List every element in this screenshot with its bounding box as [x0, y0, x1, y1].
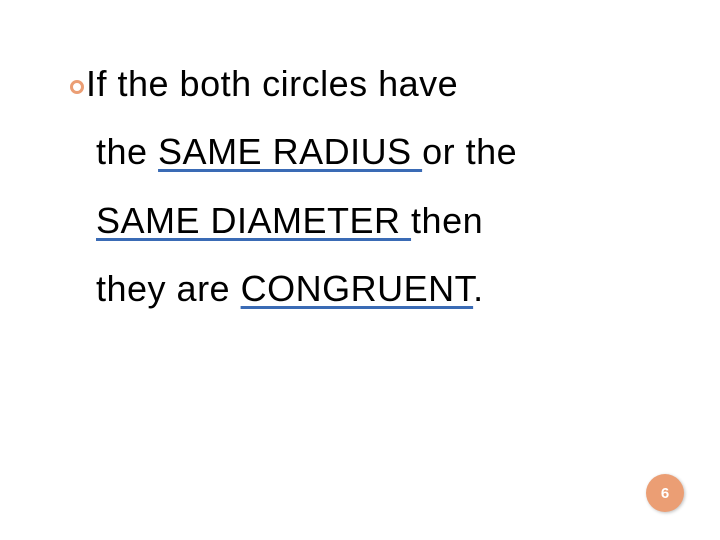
line-3-underlined: SAME DIAMETER	[96, 200, 411, 241]
line-3: SAME DIAMETER then	[96, 187, 660, 255]
line-3-post: then	[411, 200, 483, 241]
line-4-pre: they are	[96, 268, 241, 309]
bullet-icon	[70, 80, 84, 94]
body-text: If the both circles have the SAME RADIUS…	[70, 50, 660, 324]
line-1-text: If the both circles have	[86, 63, 458, 104]
line-2-post: or the	[422, 131, 517, 172]
page-number: 6	[661, 485, 669, 502]
line-2-underlined: SAME RADIUS	[158, 131, 422, 172]
line-4: they are CONGRUENT.	[96, 255, 660, 323]
line-2-pre: the	[96, 131, 158, 172]
line-1: If the both circles have	[70, 50, 660, 118]
line-2: the SAME RADIUS or the	[96, 118, 660, 186]
slide: If the both circles have the SAME RADIUS…	[0, 0, 720, 540]
line-4-underlined: CONGRUENT	[241, 268, 474, 309]
line-4-post: .	[473, 268, 484, 309]
page-number-badge: 6	[646, 474, 684, 512]
